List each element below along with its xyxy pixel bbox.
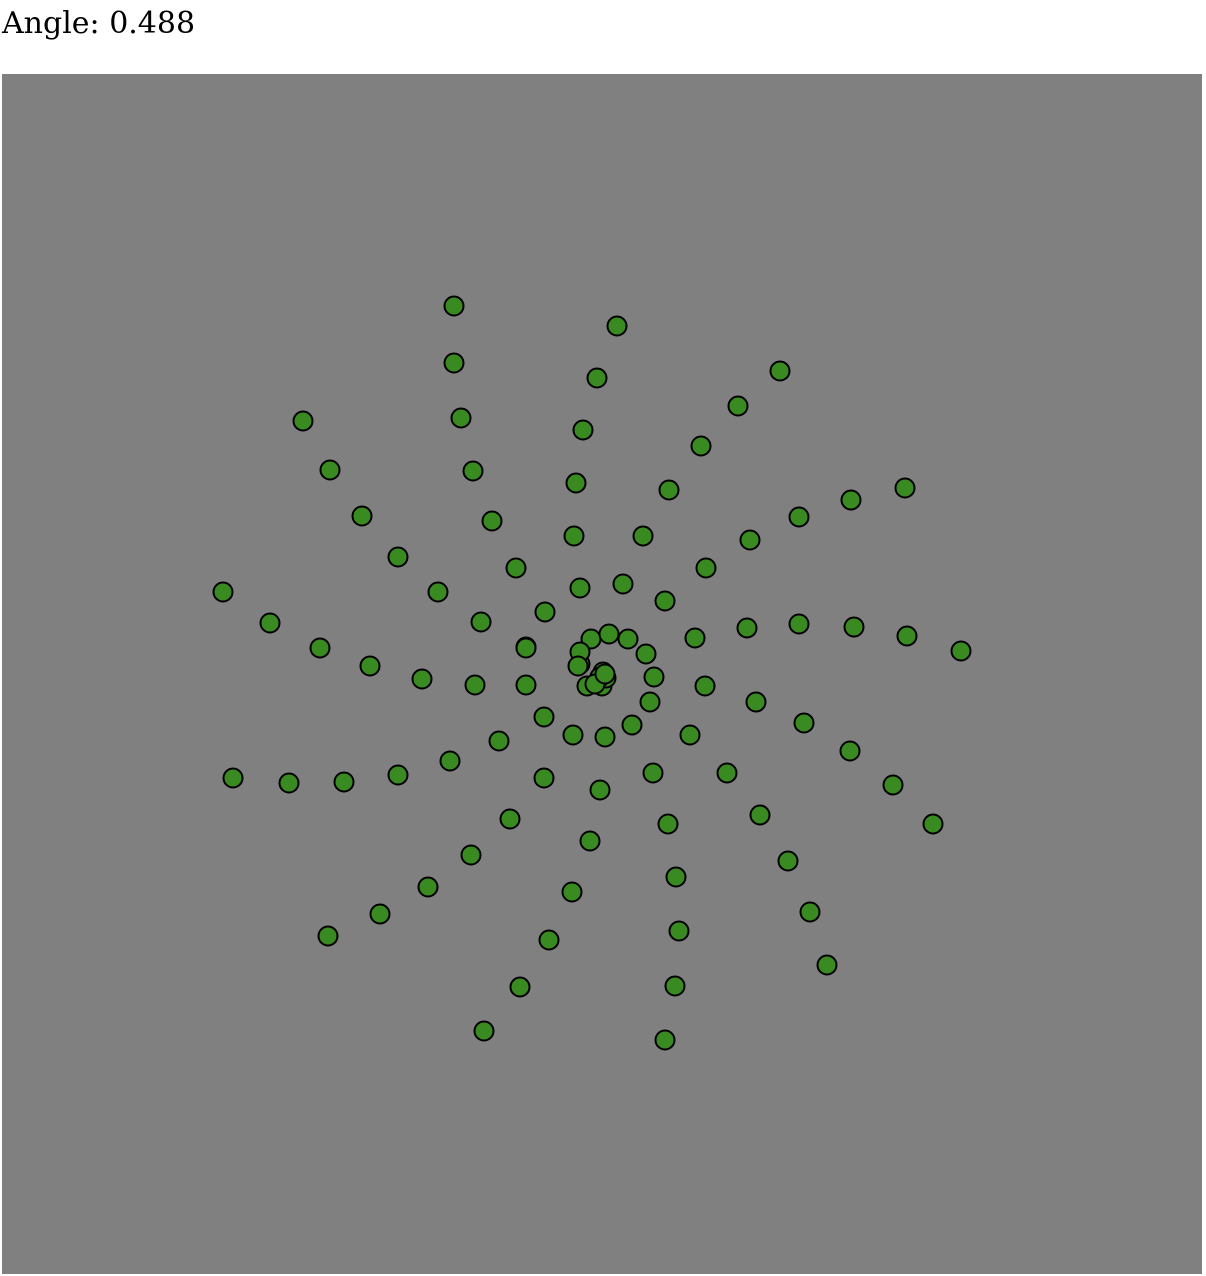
spiral-dot — [606, 315, 628, 337]
spiral-dot — [443, 352, 465, 374]
spiral-dot — [657, 813, 679, 835]
spiral-dot — [664, 975, 686, 997]
spiral-dot — [632, 525, 654, 547]
spiral-dot — [950, 640, 972, 662]
spiral-dot — [694, 675, 716, 697]
spiral-dot — [565, 472, 587, 494]
spiral-dot — [417, 876, 439, 898]
spiral-dot — [387, 546, 409, 568]
spiral-dot — [562, 724, 584, 746]
spiral-dot — [319, 459, 341, 481]
spiral-dot — [788, 613, 810, 635]
spiral-dot — [259, 612, 281, 634]
spiral-dot — [594, 726, 616, 748]
spiral-dot — [292, 410, 314, 432]
spiral-dot — [788, 506, 810, 528]
spiral-dot — [411, 668, 433, 690]
spiral-dot — [333, 771, 355, 793]
spiral-dot — [359, 655, 381, 677]
spiral-dot — [278, 772, 300, 794]
spiral-dot — [598, 623, 620, 645]
spiral-dot — [793, 712, 815, 734]
spiral-dot — [515, 674, 537, 696]
spiral-dot — [816, 954, 838, 976]
spiral-dot — [369, 903, 391, 925]
spiral-dots — [2, 74, 1202, 1274]
spiral-dot — [654, 1029, 676, 1051]
spiral-dot — [679, 724, 701, 746]
spiral-dot — [309, 637, 331, 659]
spiral-dot — [896, 625, 918, 647]
spiral-dot — [567, 655, 589, 677]
spiral-dot — [569, 577, 591, 599]
spiral-dot — [690, 435, 712, 457]
spiral-dot — [538, 929, 560, 951]
spiral-dot — [642, 762, 664, 784]
spiral-dot — [470, 611, 492, 633]
spiral-dot — [612, 573, 634, 595]
spiral-dot — [563, 525, 585, 547]
spiral-dot — [739, 529, 761, 551]
spiral-dot — [515, 637, 537, 659]
spiral-dot — [684, 627, 706, 649]
angle-label: Angle: — [2, 6, 110, 41]
spiral-dot — [643, 666, 665, 688]
spiral-dot — [589, 779, 611, 801]
spiral-dot — [427, 581, 449, 603]
spiral-dot — [460, 844, 482, 866]
spiral-dot — [617, 628, 639, 650]
spiral-dot — [509, 976, 531, 998]
spiral-dot — [654, 590, 676, 612]
spiral-dot — [658, 479, 680, 501]
spiral-dot — [749, 804, 771, 826]
spiral-dot — [439, 750, 461, 772]
spiral-dot — [222, 767, 244, 789]
spiral-dot — [621, 714, 643, 736]
spiral-dot — [464, 674, 486, 696]
spiral-dot — [481, 510, 503, 532]
spiral-dot — [745, 691, 767, 713]
spiral-dot — [505, 557, 527, 579]
spiral-dot — [212, 581, 234, 603]
spiral-dot — [839, 740, 861, 762]
spiral-dot — [716, 762, 738, 784]
angle-value: 0.488 — [109, 6, 196, 41]
spiral-dot — [894, 477, 916, 499]
spiral-dot — [450, 407, 472, 429]
spiral-dot — [843, 616, 865, 638]
spiral-dot — [727, 395, 749, 417]
spiral-dot — [736, 617, 758, 639]
angle-readout: Angle: 0.488 — [2, 4, 195, 44]
spiral-dot — [799, 901, 821, 923]
spiral-dot — [534, 601, 556, 623]
spiral-canvas[interactable] — [2, 74, 1202, 1274]
spiral-dot — [882, 774, 904, 796]
spiral-dot — [665, 866, 687, 888]
spiral-dot — [561, 881, 583, 903]
spiral-dot — [635, 643, 657, 665]
spiral-dot — [351, 505, 373, 527]
spiral-dot — [594, 663, 616, 685]
spiral-dot — [695, 557, 717, 579]
spiral-dot — [473, 1020, 495, 1042]
spiral-dot — [639, 691, 661, 713]
spiral-dot — [668, 920, 690, 942]
spiral-dot — [462, 460, 484, 482]
spiral-dot — [586, 367, 608, 389]
spiral-dot — [443, 295, 465, 317]
spiral-dot — [499, 808, 521, 830]
spiral-dot — [777, 850, 799, 872]
spiral-dot — [317, 925, 339, 947]
spiral-dot — [533, 767, 555, 789]
spiral-dot — [387, 764, 409, 786]
spiral-dot — [533, 706, 555, 728]
spiral-dot — [572, 419, 594, 441]
spiral-dot — [922, 813, 944, 835]
spiral-dot — [488, 730, 510, 752]
spiral-dot — [579, 830, 601, 852]
spiral-dot — [769, 360, 791, 382]
spiral-dot — [840, 489, 862, 511]
